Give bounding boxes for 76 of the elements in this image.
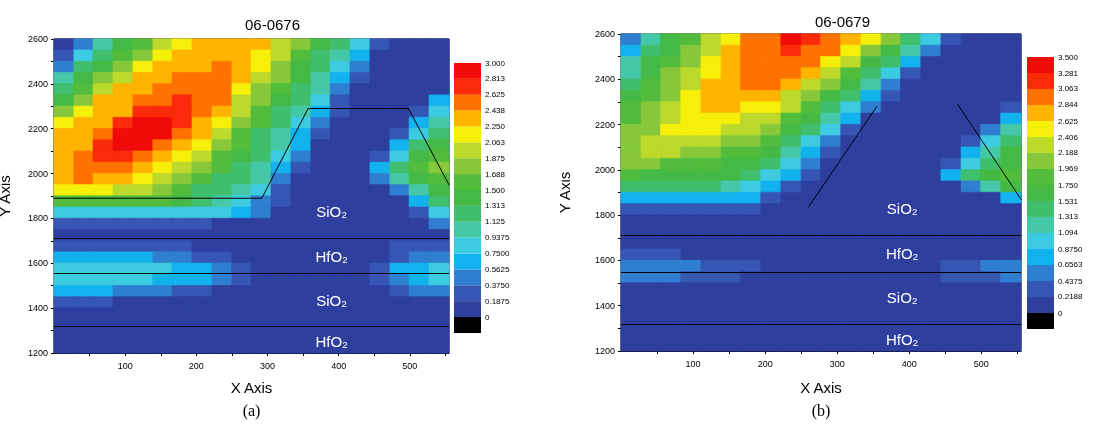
color-bar-label: 2.250 <box>485 122 506 131</box>
color-bar-label: 2.406 <box>1058 132 1079 142</box>
color-bar-label: 3.281 <box>1058 68 1079 78</box>
color-bar-label: 0.7500 <box>485 249 511 258</box>
y-axis-title: Y Axis <box>0 175 13 217</box>
y-tick-label: 1800 <box>594 210 615 221</box>
color-bar-label: 0.3750 <box>485 280 511 290</box>
color-bar-label: 3.000 <box>485 58 506 68</box>
color-bar-label: 1.875 <box>485 153 506 163</box>
x-axis-title: X Axis <box>230 379 273 396</box>
color-bar-label: 2.813 <box>485 74 506 84</box>
text: (a) <box>242 401 261 420</box>
y-tick-label: 1400 <box>594 300 615 311</box>
color-bar-label: 1.688 <box>485 169 506 179</box>
annotation: HfO₂ <box>315 333 349 351</box>
color-bar-label: 0 <box>1058 308 1063 318</box>
y-tick-label: 2400 <box>594 74 615 85</box>
chart-title: 06-0679 <box>814 13 871 30</box>
color-bar-label: 1.750 <box>1058 180 1079 190</box>
x-tick-label: 400 <box>331 360 347 371</box>
color-bar-label: 0 <box>485 312 490 322</box>
color-bar-label: 1.125 <box>485 217 506 227</box>
annotation: SiO₂ <box>886 289 918 307</box>
color-bar-label: 0.4375 <box>1058 276 1084 286</box>
color-bar-label: 1.969 <box>1058 164 1079 174</box>
x-tick-label: 200 <box>757 358 773 369</box>
color-bar-label: 2.438 <box>485 106 506 116</box>
annotation: SiO₂ <box>316 203 348 221</box>
y-tick-label: 2600 <box>27 34 48 44</box>
y-tick-label: 1600 <box>27 258 48 269</box>
x-axis-title: X Axis <box>800 379 842 396</box>
x-tick-label: 200 <box>188 360 204 371</box>
y-tick-label: 1600 <box>594 255 615 266</box>
color-bar-label: 0.9375 <box>485 233 511 243</box>
y-tick-label: 1200 <box>27 348 48 358</box>
y-tick-label: 1400 <box>27 303 48 314</box>
color-bar-label: 1.313 <box>1058 212 1079 222</box>
color-bar-label: 0.5625 <box>485 264 511 274</box>
color-bar-label: 1.531 <box>1058 196 1079 206</box>
annotation: SiO₂ <box>886 199 918 217</box>
x-tick-label: 400 <box>901 358 917 369</box>
color-bar-label: 2.625 <box>1058 116 1079 126</box>
y-tick-label: 2200 <box>27 123 48 134</box>
color-bar-label: 2.625 <box>485 90 506 100</box>
annotation: HfO₂ <box>315 248 349 266</box>
y-axis-title: Y Axis <box>556 171 573 214</box>
color-bar-label: 3.500 <box>1058 52 1079 62</box>
y-tick-label: 2400 <box>27 78 48 89</box>
x-tick-label: 300 <box>260 360 276 371</box>
annotation: HfO₂ <box>885 245 919 263</box>
x-tick-label: 100 <box>117 360 133 371</box>
color-bar-label: 1.500 <box>485 185 506 195</box>
color-bar-label: 2.063 <box>485 137 506 147</box>
x-tick-label: 500 <box>973 358 989 369</box>
color-bar-label: 0.8750 <box>1058 244 1084 254</box>
color-bar-label: 2.844 <box>1058 100 1079 110</box>
annotation: SiO₂ <box>316 291 348 309</box>
x-tick-label: 300 <box>829 358 845 369</box>
text: (b) <box>811 401 831 420</box>
x-tick-label: 500 <box>402 360 418 371</box>
color-bar-label: 3.063 <box>1058 84 1079 94</box>
color-bar-label: 1.313 <box>485 201 506 211</box>
color-bar-label: 2.188 <box>1058 148 1079 158</box>
y-tick-label: 1800 <box>27 213 48 224</box>
color-bar-label: 0.6563 <box>1058 260 1084 270</box>
y-tick-label: 2600 <box>594 29 615 39</box>
annotation: HfO₂ <box>885 331 919 349</box>
chart-title: 06-0676 <box>244 16 301 33</box>
color-bar-label: 0.1875 <box>485 296 511 306</box>
y-tick-label: 1200 <box>594 346 615 356</box>
color-bar-label: 0.2188 <box>1058 292 1084 302</box>
y-tick-label: 2000 <box>27 168 48 179</box>
color-bar-label: 1.094 <box>1058 228 1079 238</box>
y-tick-label: 2000 <box>594 164 615 175</box>
y-tick-label: 2200 <box>594 119 615 130</box>
x-tick-label: 100 <box>685 358 701 369</box>
